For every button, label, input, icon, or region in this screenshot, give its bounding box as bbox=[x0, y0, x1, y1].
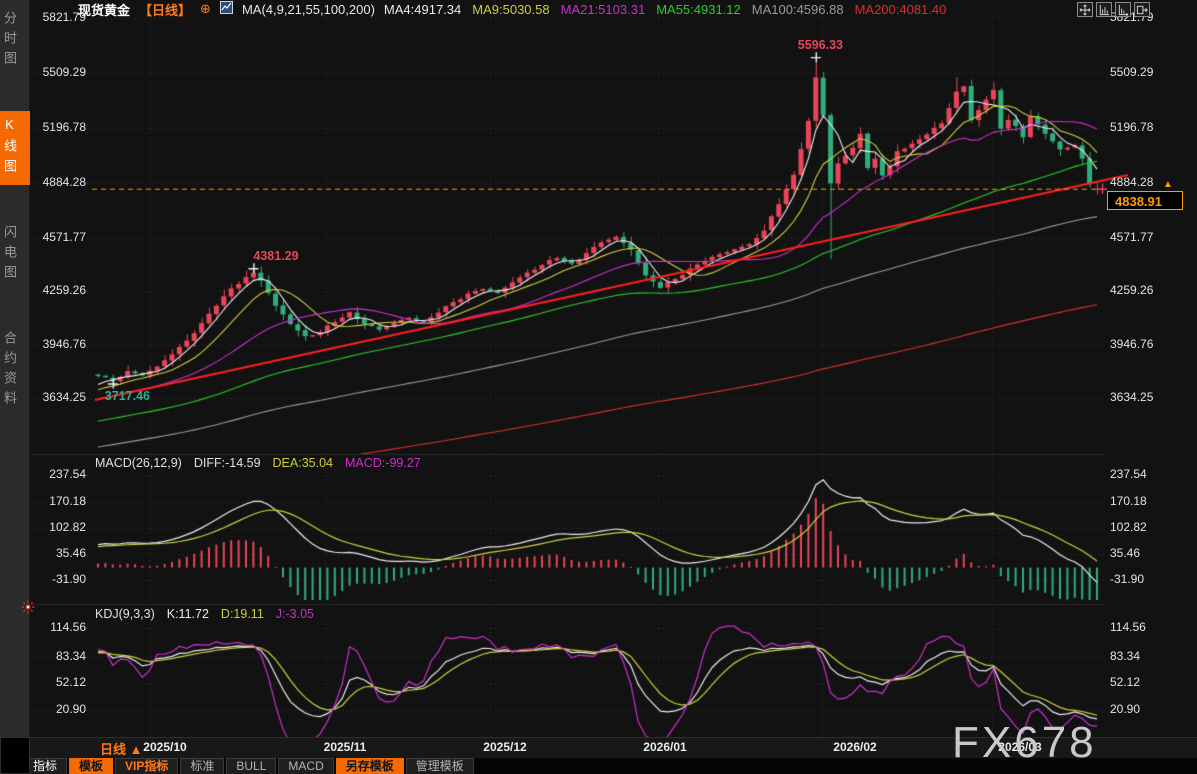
price-axis-label: 3946.76 bbox=[42, 337, 86, 351]
month-label: 2026/03 bbox=[998, 740, 1042, 754]
macd-axis-label: 237.54 bbox=[1110, 467, 1147, 481]
macd-axis-label: 170.18 bbox=[49, 494, 86, 508]
price-axis-label: 5509.29 bbox=[42, 65, 86, 79]
macd-axis-label: -31.90 bbox=[1110, 572, 1145, 586]
pan-tool-icon[interactable] bbox=[1077, 2, 1093, 17]
kdj-legend-item-3: J:-3.05 bbox=[275, 607, 314, 621]
macd-axis-label: 35.46 bbox=[55, 546, 86, 560]
kdj-legend-item-0: KDJ(9,3,3) bbox=[95, 607, 155, 621]
ma-value-4: MA100:4596.88 bbox=[751, 1, 844, 17]
price-axis-label: 3946.76 bbox=[1110, 337, 1154, 351]
kdj-legend-item-2: D:19.11 bbox=[220, 607, 264, 621]
macd-legend: MACD(26,12,9) DIFF:-14.59 DEA:35.04 MACD:-9… bbox=[95, 456, 421, 470]
period-selector-label: 日线 bbox=[100, 742, 127, 757]
kdj-axis-label: 52.12 bbox=[55, 675, 86, 689]
sidebar-tab-3[interactable]: 合约资料 bbox=[2, 331, 17, 411]
kdj-axis-label: 83.34 bbox=[1110, 649, 1141, 663]
sidebar-tab-0[interactable]: 分时图 bbox=[2, 11, 17, 71]
chart-type-icon[interactable] bbox=[219, 1, 233, 17]
exit-chart-icon[interactable] bbox=[1134, 2, 1150, 17]
period-selector[interactable]: 日线 ▲ bbox=[100, 739, 143, 758]
chart-header: 现货黄金 【日线】 ⊕ MA(4,9,21,55,100,200) MA4:49… bbox=[78, 1, 946, 18]
ma-settings-label: MA(4,9,21,55,100,200) bbox=[241, 1, 375, 17]
bottom-tab-4[interactable]: BULL bbox=[226, 758, 277, 774]
expand-icon[interactable]: ⊕ bbox=[200, 1, 211, 16]
indicator-alert-icon[interactable] bbox=[21, 600, 35, 619]
sidebar-tab-1[interactable]: K线图 bbox=[0, 111, 30, 185]
kdj-legend-item-1: K:11.72 bbox=[166, 607, 209, 621]
price-axis-label: 5196.78 bbox=[42, 120, 86, 134]
macd-axis-label: 237.54 bbox=[49, 467, 86, 481]
macd-legend-item-2: DEA:35.04 bbox=[272, 456, 333, 470]
price-axis-label: 5196.78 bbox=[1110, 120, 1154, 134]
price-axis-label: 4884.28 bbox=[1110, 175, 1154, 189]
kdj-axis-label: 114.56 bbox=[50, 620, 86, 634]
scale-y-icon[interactable] bbox=[1096, 2, 1112, 17]
kdj-legend: KDJ(9,3,3) K:11.72 D:19.11 J:-3.05 bbox=[95, 607, 314, 621]
macd-legend-item-1: DIFF:-14.59 bbox=[193, 456, 261, 470]
macd-axis-label: -31.90 bbox=[51, 572, 86, 586]
kdj-axis-label: 83.34 bbox=[55, 649, 86, 663]
price-axis-label: 4884.28 bbox=[42, 175, 86, 189]
sidebar-tab-2[interactable]: 闪电图 bbox=[2, 225, 17, 285]
price-axis-label: 3634.25 bbox=[42, 390, 86, 404]
ma-legend: MA4:4917.34 MA9:5030.58 MA21:5103.31 MA55:4… bbox=[384, 2, 946, 17]
month-label: 2026/01 bbox=[643, 740, 687, 754]
price-axis-label: 4259.26 bbox=[42, 283, 86, 297]
ma-value-5: MA200:4081.40 bbox=[854, 1, 947, 17]
price-axis-label: 5821.79 bbox=[42, 10, 86, 24]
macd-axis-label: 170.18 bbox=[1110, 494, 1147, 508]
bottom-toolbar: 指标 模板 VIP指标 标准 BULL MACD 另存模板 管理模板 bbox=[0, 758, 1197, 774]
month-label: 2025/11 bbox=[323, 740, 367, 754]
symbol-name: 现货黄金 bbox=[78, 2, 131, 18]
bottom-tab-7[interactable]: 管理模板 bbox=[405, 758, 474, 774]
bottom-tab-5[interactable]: MACD bbox=[278, 758, 334, 774]
current-price-box: 4838.91 bbox=[1107, 190, 1183, 210]
kdj-axis-label: 114.56 bbox=[1110, 620, 1146, 634]
current-price-value: 4838.91 bbox=[1115, 193, 1162, 209]
ma-value-2: MA21:5103.31 bbox=[560, 1, 646, 17]
period-tag: 【日线】 bbox=[139, 2, 192, 18]
chevron-up-icon: ▲ bbox=[129, 742, 143, 757]
macd-legend-item-3: MACD:-99.27 bbox=[345, 456, 421, 470]
bottom-tab-6[interactable]: 另存模板 bbox=[335, 758, 404, 774]
month-label: 2025/10 bbox=[143, 740, 187, 754]
chart-annotation: 5596.33 bbox=[797, 38, 843, 53]
month-label: 2025/12 bbox=[483, 740, 527, 754]
macd-legend-item-0: MACD(26,12,9) bbox=[95, 456, 182, 470]
price-axis-label: 5509.29 bbox=[1110, 65, 1154, 79]
ma-value-3: MA55:4931.12 bbox=[656, 1, 741, 17]
price-axis-label: 4571.77 bbox=[1110, 230, 1154, 244]
chart-annotation: 3717.46 bbox=[104, 388, 150, 403]
macd-axis-label: 102.82 bbox=[1110, 520, 1147, 534]
month-label: 2026/02 bbox=[833, 740, 877, 754]
sidebar: 分时图 K线图闪电图合约资料 bbox=[0, 0, 30, 737]
header-toolbar bbox=[1077, 2, 1150, 17]
scale-x-icon[interactable] bbox=[1115, 2, 1131, 17]
bottom-tab-1[interactable]: 模板 bbox=[69, 758, 114, 774]
latest-price-marker-icon[interactable]: ▲ bbox=[1163, 178, 1173, 190]
bottom-tab-3[interactable]: 标准 bbox=[180, 758, 225, 774]
corner-box bbox=[0, 737, 30, 774]
kdj-axis-label: 52.12 bbox=[1110, 675, 1141, 689]
kdj-axis-label: 20.90 bbox=[55, 702, 86, 716]
macd-axis-label: 35.46 bbox=[1110, 546, 1141, 560]
bottom-tab-2[interactable]: VIP指标 bbox=[115, 758, 179, 774]
ma-value-1: MA9:5030.58 bbox=[472, 1, 550, 17]
chart-annotation: 4381.29 bbox=[253, 249, 299, 264]
price-axis-label: 4259.26 bbox=[1110, 283, 1154, 297]
ma-value-0: MA4:4917.34 bbox=[383, 1, 462, 17]
macd-axis-label: 102.82 bbox=[49, 520, 86, 534]
kdj-axis-label: 20.90 bbox=[1110, 702, 1141, 716]
price-axis-label: 4571.77 bbox=[42, 230, 86, 244]
watermark: FX678 bbox=[952, 718, 1097, 767]
price-axis-label: 3634.25 bbox=[1110, 390, 1154, 404]
